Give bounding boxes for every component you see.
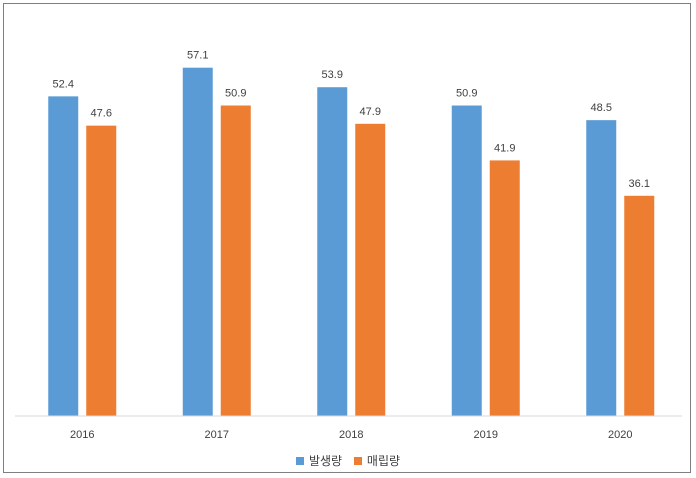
data-label-series-1-2018: 53.9 bbox=[322, 69, 343, 81]
category-label-2017: 2017 bbox=[205, 429, 229, 441]
data-label-series-2-2019: 41.9 bbox=[494, 142, 515, 154]
data-label-series-2-2016: 47.6 bbox=[91, 108, 112, 120]
data-label-series-1-2020: 48.5 bbox=[591, 102, 612, 114]
bar-series-2-2019 bbox=[489, 160, 520, 416]
bar-series-1-2020 bbox=[586, 120, 617, 417]
data-label-series-2-2018: 47.9 bbox=[360, 106, 381, 118]
data-label-series-1-2017: 57.1 bbox=[187, 50, 208, 62]
legend-label-series-2: 매립량 bbox=[366, 454, 401, 468]
bar-series-2-2020 bbox=[624, 195, 655, 416]
data-label-series-1-2019: 50.9 bbox=[456, 88, 477, 100]
bar-series-1-2016 bbox=[48, 96, 79, 417]
category-label-2019: 2019 bbox=[474, 429, 498, 441]
data-label-series-2-2020: 36.1 bbox=[629, 178, 650, 190]
bar-series-1-2018 bbox=[317, 87, 348, 417]
bar-series-2-2018 bbox=[355, 123, 386, 416]
bar-series-1-2017 bbox=[182, 67, 213, 416]
category-labels-group: 2016 2017 2018 2019 2020 bbox=[70, 429, 632, 441]
legend: 발생량 매립량 bbox=[0, 452, 696, 469]
data-label-series-2-2017: 50.9 bbox=[225, 88, 246, 100]
bar-series-1-2019 bbox=[451, 105, 482, 416]
category-label-2018: 2018 bbox=[339, 429, 363, 441]
legend-item-series-1: 발생량 bbox=[295, 452, 343, 469]
legend-label-series-1: 발생량 bbox=[308, 454, 343, 468]
legend-item-series-2: 매립량 bbox=[353, 452, 401, 469]
legend-swatch-series-1 bbox=[295, 456, 304, 465]
bar-series-2-2016 bbox=[86, 125, 117, 416]
data-labels-group: 52.4 47.6 57.1 50.9 53.9 47.9 50.9 41.9 48.5 36.1 bbox=[53, 50, 650, 190]
legend-swatch-series-2 bbox=[353, 456, 362, 465]
bar-series-2-2017 bbox=[220, 105, 251, 416]
data-label-series-1-2016: 52.4 bbox=[53, 78, 74, 90]
category-label-2020: 2020 bbox=[608, 429, 632, 441]
category-label-2016: 2016 bbox=[70, 429, 94, 441]
bars-group bbox=[48, 67, 655, 417]
